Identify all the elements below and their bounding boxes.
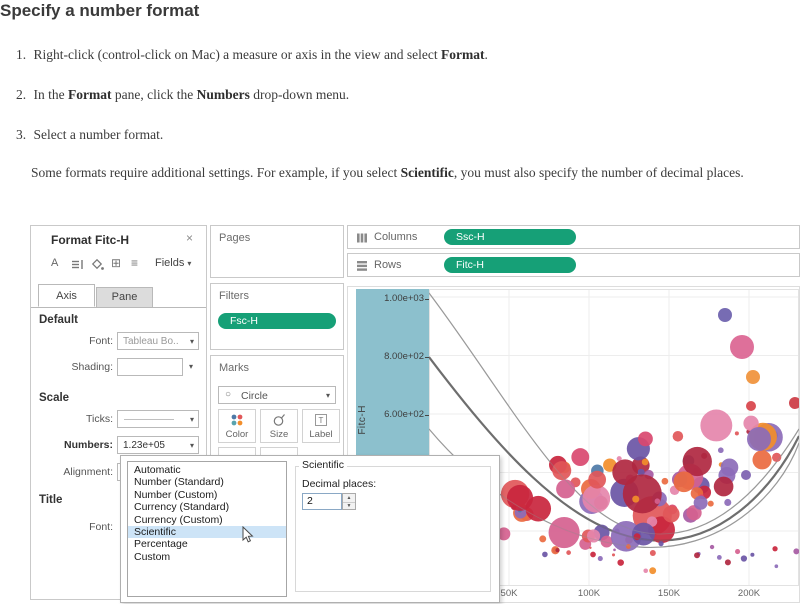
- format-tabbar: Axis Pane: [31, 283, 206, 308]
- stepper-up-icon[interactable]: ▲: [343, 494, 355, 503]
- mark-type-dropdown[interactable]: ○ Circle ▾: [218, 386, 336, 404]
- filter-pill[interactable]: Fsc-H: [218, 313, 336, 329]
- chevron-down-icon: ▾: [325, 391, 330, 400]
- tab-axis[interactable]: Axis: [38, 284, 95, 307]
- format-option-percentage[interactable]: Percentage: [134, 538, 188, 551]
- x-tick-label: 100K: [577, 588, 601, 599]
- y-tick-mark: [425, 299, 429, 300]
- shading-label: Shading:: [71, 361, 113, 373]
- ticks-dropdown[interactable]: ▾: [117, 410, 199, 428]
- chevron-down-icon: ▾: [189, 441, 194, 450]
- x-tick-label: 200K: [737, 588, 761, 599]
- pages-card: Pages: [210, 225, 344, 278]
- font-label: Font:: [89, 335, 113, 347]
- bubble-marks[interactable]: [497, 308, 799, 575]
- text-label-icon: T: [315, 414, 327, 426]
- shading-dropdown[interactable]: ▾: [189, 362, 194, 371]
- svg-text:T: T: [319, 416, 324, 425]
- section-scale: Scale: [39, 392, 70, 404]
- decimal-places-stepper[interactable]: ▲ ▼: [342, 493, 356, 510]
- x-tick-label: 50K: [500, 588, 518, 599]
- alignment-label: Alignment:: [63, 466, 113, 478]
- format-pane-title: Format Fitc-H: [51, 233, 129, 247]
- number-format-popup: Automatic Number (Standard) Number (Custom…: [120, 455, 500, 603]
- y-tick-mark: [425, 415, 429, 416]
- page-title: Specify a number format: [0, 1, 200, 20]
- pages-label: Pages: [219, 232, 251, 244]
- format-option-scientific[interactable]: Scientific: [128, 525, 286, 539]
- lines-format-icon[interactable]: ≡: [131, 256, 139, 270]
- format-option-currency-custom-[interactable]: Currency (Custom): [134, 513, 223, 526]
- step-number: 2.: [16, 87, 27, 102]
- rows-label: Rows: [374, 259, 402, 271]
- decimal-places-label: Decimal places:: [302, 478, 377, 490]
- note-paragraph: Some formats require additional settings…: [31, 165, 744, 180]
- columns-icon: [357, 233, 367, 243]
- format-options-listbox[interactable]: Automatic Number (Standard) Number (Custom…: [127, 461, 287, 597]
- fields-dropdown[interactable]: Fields ▾: [155, 257, 192, 269]
- filters-card: Filters Fsc-H: [210, 283, 344, 350]
- decimal-places-input[interactable]: 2: [302, 493, 342, 510]
- shading-swatch[interactable]: [117, 358, 183, 376]
- alignment-format-icon[interactable]: [71, 258, 84, 276]
- scientific-groupbox: [295, 466, 491, 592]
- step-number: 1.: [16, 47, 27, 62]
- format-option-number-custom-[interactable]: Number (Custom): [134, 488, 218, 501]
- mouse-cursor-icon: [242, 526, 254, 543]
- y-tick-label: 8.00e+02: [384, 351, 424, 362]
- circle-mark-icon: ○: [225, 389, 232, 400]
- numbers-label: Numbers:: [63, 439, 113, 451]
- size-icon: [273, 414, 285, 426]
- ticks-label: Ticks:: [85, 413, 113, 425]
- marks-label: Marks: [219, 362, 249, 374]
- tick-line-sample: [124, 419, 174, 420]
- format-option-currency-standard-[interactable]: Currency (Standard): [134, 501, 230, 514]
- close-icon[interactable]: ×: [186, 231, 194, 245]
- scientific-group-title: Scientific: [299, 459, 348, 471]
- borders-format-icon[interactable]: ⊞: [111, 256, 122, 270]
- step-3: 3. Select a number format.: [16, 127, 164, 142]
- color-button[interactable]: Color: [218, 409, 256, 443]
- shading-format-icon[interactable]: [91, 258, 105, 276]
- rows-icon: [357, 261, 367, 271]
- filters-label: Filters: [219, 290, 249, 302]
- x-tick-label: 150K: [657, 588, 681, 599]
- step-number: 3.: [16, 127, 27, 142]
- label-button[interactable]: T Label: [302, 409, 340, 443]
- step-2: 2. In the Format pane, click the Numbers…: [16, 87, 350, 102]
- y-axis-title: Fitc-H: [357, 405, 368, 435]
- format-option-number-standard-[interactable]: Number (Standard): [134, 476, 224, 489]
- x-axis-ticks: 50K 100K 150K 200K: [429, 287, 799, 602]
- step-1: 1. Right-click (control-click on Mac) a …: [16, 47, 488, 62]
- color-dots-icon: [231, 414, 243, 426]
- section-default: Default: [39, 314, 78, 326]
- numbers-dropdown[interactable]: 1.23e+05 ▾: [117, 436, 199, 454]
- y-tick-mark: [425, 357, 429, 358]
- columns-shelf: Columns Ssc-H: [347, 225, 800, 249]
- columns-pill[interactable]: Ssc-H: [444, 229, 576, 245]
- title-font-label: Font:: [89, 521, 113, 533]
- rows-shelf: Rows Fitc-H: [347, 253, 800, 277]
- chevron-down-icon: ▾: [189, 337, 194, 346]
- tab-pane[interactable]: Pane: [96, 287, 153, 307]
- section-title: Title: [39, 494, 63, 506]
- font-format-icon[interactable]: A: [51, 257, 59, 269]
- chevron-down-icon: ▾: [187, 259, 192, 268]
- rows-pill[interactable]: Fitc-H: [444, 257, 576, 273]
- y-axis-ticks: 1.00e+03 8.00e+02 6.00e+02: [348, 289, 430, 586]
- size-button[interactable]: Size: [260, 409, 298, 443]
- format-pane: Format Fitc-H × A ⊞ ≡ Fields ▾ Axis Pane…: [30, 225, 207, 600]
- mark-type-value: Circle: [241, 390, 268, 402]
- format-option-custom[interactable]: Custom: [134, 550, 171, 563]
- chevron-down-icon: ▾: [189, 415, 194, 424]
- columns-label: Columns: [374, 231, 418, 243]
- y-tick-label: 6.00e+02: [384, 409, 424, 420]
- font-dropdown[interactable]: Tableau Bo.. ▾: [117, 332, 199, 350]
- format-option-automatic[interactable]: Automatic: [134, 464, 181, 476]
- y-tick-label: 1.00e+03: [384, 293, 424, 304]
- tableau-screenshot: Format Fitc-H × A ⊞ ≡ Fields ▾ Axis Pane…: [29, 222, 808, 603]
- stepper-down-icon[interactable]: ▼: [346, 503, 352, 509]
